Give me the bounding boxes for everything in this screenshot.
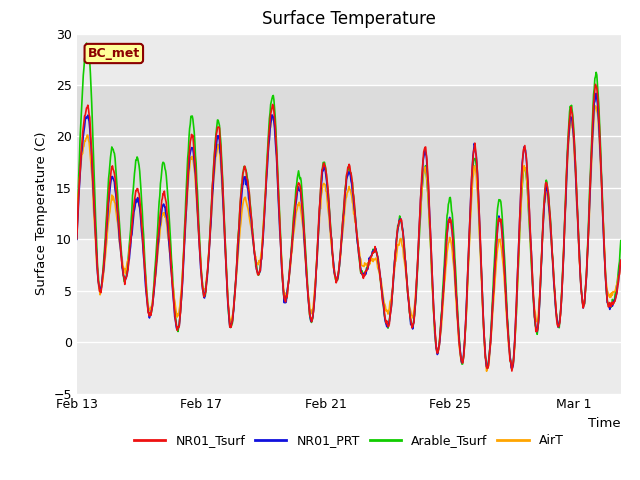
Text: BC_met: BC_met — [88, 47, 140, 60]
Y-axis label: Surface Temperature (C): Surface Temperature (C) — [35, 132, 48, 295]
Legend: NR01_Tsurf, NR01_PRT, Arable_Tsurf, AirT: NR01_Tsurf, NR01_PRT, Arable_Tsurf, AirT — [129, 429, 568, 452]
Bar — [77, 85, 621, 240]
X-axis label: Time: Time — [588, 417, 621, 430]
Title: Surface Temperature: Surface Temperature — [262, 10, 436, 28]
